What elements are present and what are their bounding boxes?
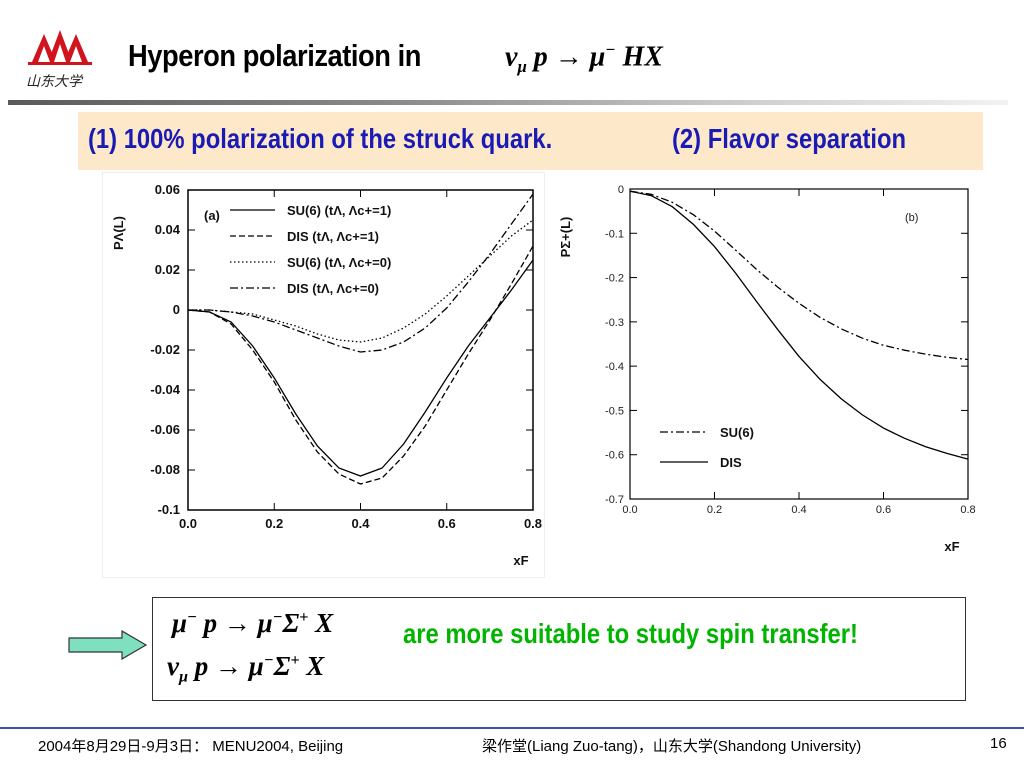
- footer-divider: [0, 727, 1024, 729]
- b-xtick-label: 0.6: [876, 504, 891, 516]
- b-ytick-label: 0: [618, 184, 624, 196]
- b-legend-label-0: SU(6): [720, 425, 754, 440]
- page-title: Hyperon polarization in: [128, 38, 422, 73]
- a-legend-label-0: SU(6) (tΛ, Λc+=1): [287, 203, 391, 218]
- footer-date-event: 2004年8月29日-9月3日： MENU2004, Beijing: [38, 738, 344, 755]
- a-series-line-3: [188, 193, 534, 353]
- b-ytick-label: -0.5: [605, 405, 624, 417]
- title-formula: νμ p → μ− HX: [505, 40, 663, 76]
- a-legend-label-3: DIS (tΛ, Λc+=0): [287, 281, 379, 296]
- chart-a-ylabel-text: PΛ(L): [111, 216, 126, 250]
- a-ytick-label: -0.06: [150, 422, 180, 437]
- logo-text: 山东大学: [26, 74, 84, 90]
- b-xtick-label: 0.2: [707, 504, 722, 516]
- conclusion-statement: are more suitable to study spin transfer…: [403, 618, 858, 649]
- chart-b-ylabel: PΣ+(L): [560, 217, 573, 258]
- b-series-line-1: [629, 190, 969, 460]
- b-ytick-label: -0.4: [605, 361, 624, 373]
- b-ytick-label: -0.1: [605, 228, 624, 240]
- a-ytick-label: 0.02: [155, 262, 180, 277]
- b-legend-label-1: DIS: [720, 455, 742, 470]
- b-ytick-label: -0.3: [605, 317, 624, 329]
- a-series-line-0: [187, 259, 534, 477]
- a-xtick-label: 0.6: [438, 516, 456, 531]
- chart-a-panel-label: (a): [204, 208, 220, 223]
- banner-point-1: (1) 100% polarization of the struck quar…: [88, 123, 553, 154]
- b-ytick-label: -0.6: [605, 450, 624, 462]
- a-ytick-label: 0: [173, 302, 180, 317]
- b-ytick-label: -0.2: [605, 273, 624, 285]
- a-ytick-label: -0.04: [150, 382, 180, 397]
- chart-a-svg: 0.0 0.2 0.4 0.6 0.8 0.06 0.04 0.02 0 -0.02 -0.04 -0…: [111, 182, 542, 568]
- title-divider: [8, 100, 1008, 105]
- chart-a-xlabel: xF: [513, 553, 528, 568]
- a-xtick-label: 0.4: [351, 516, 370, 531]
- b-xtick-label: 0.8: [960, 504, 975, 516]
- pointer-arrow-icon: [68, 629, 148, 661]
- banner-point-2: (2) Flavor separation: [672, 123, 907, 154]
- chart-b-frame: [629, 188, 969, 500]
- formula-neutrino-process: νμ p → μ−Σ+ X: [167, 651, 325, 686]
- formula-muon-process: μ− p → μ−Σ+ X: [172, 608, 334, 638]
- a-legend-label-1: DIS (tΛ, Λc+=1): [287, 229, 379, 244]
- chart-panel-b: 0.0 0.2 0.4 0.6 0.8 0 -0.1 -0.2 -0.3 -0.4 -0.5 -0.6…: [558, 177, 1000, 564]
- chart-a-ylabel: PΛ(L): [111, 216, 126, 250]
- chart-b-svg: 0.0 0.2 0.4 0.6 0.8 0 -0.1 -0.2 -0.3 -0.4 -0.5 -0.6…: [558, 184, 976, 554]
- a-legend-label-2: SU(6) (tΛ, Λc+=0): [287, 255, 391, 270]
- footer-author: 梁作堂(Liang Zuo-tang)，山东大学(Shandong Univer…: [482, 738, 862, 755]
- a-series-line-1: [187, 245, 534, 485]
- a-ytick-label: -0.02: [150, 342, 180, 357]
- b-xtick-label: 0.4: [791, 504, 806, 516]
- a-xtick-label: 0.8: [524, 516, 542, 531]
- a-series-line-2: [188, 219, 534, 343]
- highlight-banner: [78, 112, 983, 170]
- a-ytick-label: -0.08: [150, 462, 180, 477]
- a-xtick-label: 0.2: [265, 516, 283, 531]
- chart-b-xlabel: xF: [944, 539, 959, 554]
- a-ytick-label: 0.04: [155, 222, 181, 237]
- b-series-line-0: [629, 190, 969, 361]
- chart-b-panel-label: (b): [905, 212, 918, 224]
- a-ytick-label: 0.06: [155, 182, 180, 197]
- b-xtick-label: 0.0: [622, 504, 637, 516]
- page-number: 16: [990, 735, 1007, 752]
- a-ytick-label: -0.1: [158, 502, 180, 517]
- chart-panel-a: 0.0 0.2 0.4 0.6 0.8 0.06 0.04 0.02 0 -0.02 -0.04 -0…: [102, 172, 545, 578]
- university-logo: 山东大学: [22, 24, 104, 94]
- conclusion-box: [152, 597, 966, 701]
- logo-mark-icon: 山东大学: [26, 30, 92, 90]
- b-ytick-label: -0.7: [605, 494, 624, 506]
- a-xtick-label: 0.0: [179, 516, 197, 531]
